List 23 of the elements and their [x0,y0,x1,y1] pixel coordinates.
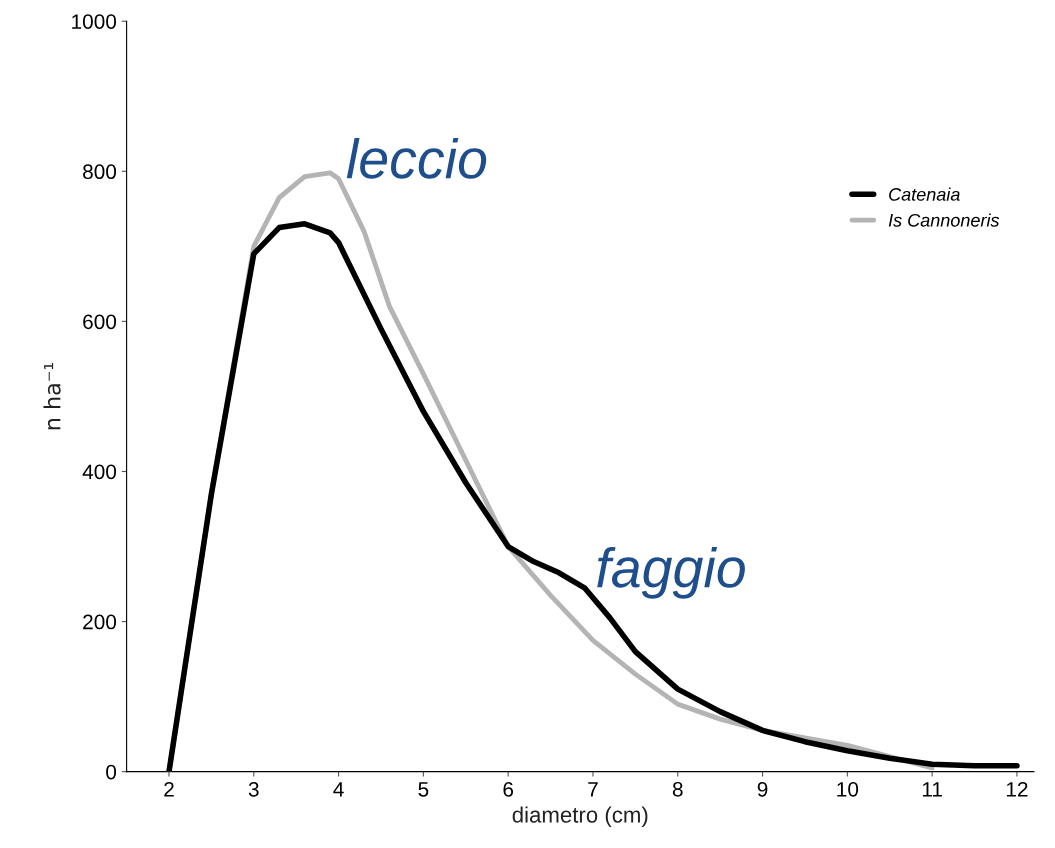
x-tick-label: 9 [757,781,768,797]
y-tick-label: 1000 [72,14,117,29]
x-tick-label: 12 [1006,781,1028,797]
y-tick-label: 800 [83,164,117,180]
legend-label: Is Cannoneris [888,213,1000,227]
y-axis-title: n ha⁻¹ [43,362,61,430]
x-tick-label: 7 [588,782,598,797]
annotation: leccio [346,137,487,179]
x-tick-label: 10 [837,781,859,797]
y-tick-label: 200 [83,614,117,630]
y-tick-label: 0 [106,764,117,780]
y-tick-label: 600 [83,314,117,330]
x-tick-label: 5 [418,782,429,797]
x-tick-label: 3 [248,781,259,797]
x-axis-title: diametro (cm) [512,806,648,828]
x-tick-label: 11 [922,782,942,797]
x-tick-label: 6 [503,781,514,797]
y-tick-label: 400 [82,464,117,480]
annotation: faggio [597,546,745,599]
legend-label: Catenaia [889,187,960,201]
x-tick-label: 2 [164,781,174,797]
x-tick-label: 8 [672,781,683,797]
x-tick-label: 4 [333,782,344,797]
